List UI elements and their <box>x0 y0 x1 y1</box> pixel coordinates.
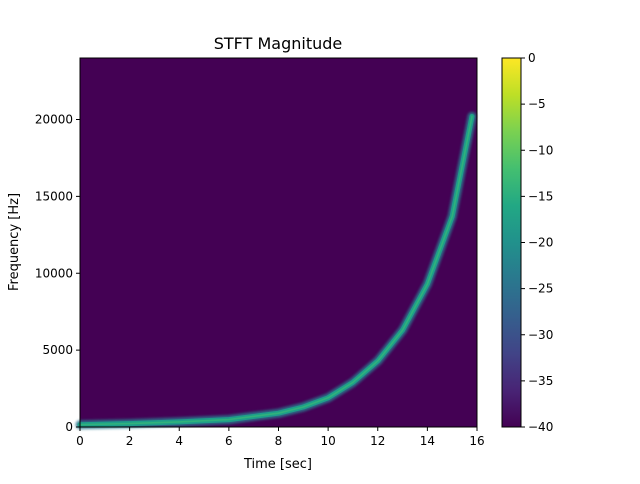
ridge-layer <box>75 111 477 430</box>
colorbar-tick-label: −35 <box>528 374 553 388</box>
x-tick-label: 10 <box>320 434 335 448</box>
colorbar-ticks: 0 −5 −10 −15 −20 −25 −30 −35 −40 <box>521 51 553 434</box>
y-tick-label: 10000 <box>35 266 73 280</box>
colorbar-tick-label: −20 <box>528 236 553 250</box>
x-tick-label: 8 <box>275 434 283 448</box>
colorbar-tick-label: −30 <box>528 328 553 342</box>
y-tick-label: 15000 <box>35 189 73 203</box>
x-tick-label: 4 <box>175 434 183 448</box>
colorbar-tick-label: −5 <box>528 97 546 111</box>
colorbar-tick-label: −25 <box>528 282 553 296</box>
y-tick-label: 20000 <box>35 113 73 127</box>
y-tick-label: 0 <box>65 420 73 434</box>
chart-title: STFT Magnitude <box>214 34 342 53</box>
colorbar-tick-label: −15 <box>528 189 553 203</box>
x-tick-label: 2 <box>126 434 134 448</box>
plot-area <box>80 58 477 427</box>
x-axis-label: Time [sec] <box>243 457 312 472</box>
colorbar-tick-label: 0 <box>528 51 536 65</box>
colorbar-tick-label: −10 <box>528 143 553 157</box>
colorbar-tick-label: −40 <box>528 420 553 434</box>
x-axis: 0 2 4 6 8 10 12 14 16 <box>76 427 485 448</box>
y-axis: 0 5000 10000 15000 20000 <box>35 113 80 434</box>
y-axis-label: Frequency [Hz] <box>7 193 22 291</box>
y-tick-label: 5000 <box>42 343 73 357</box>
x-tick-label: 14 <box>420 434 435 448</box>
x-tick-label: 0 <box>76 434 84 448</box>
x-tick-label: 16 <box>469 434 484 448</box>
x-tick-label: 12 <box>370 434 385 448</box>
colorbar <box>501 57 522 428</box>
x-tick-label: 6 <box>225 434 233 448</box>
ridge-peak <box>79 115 473 426</box>
